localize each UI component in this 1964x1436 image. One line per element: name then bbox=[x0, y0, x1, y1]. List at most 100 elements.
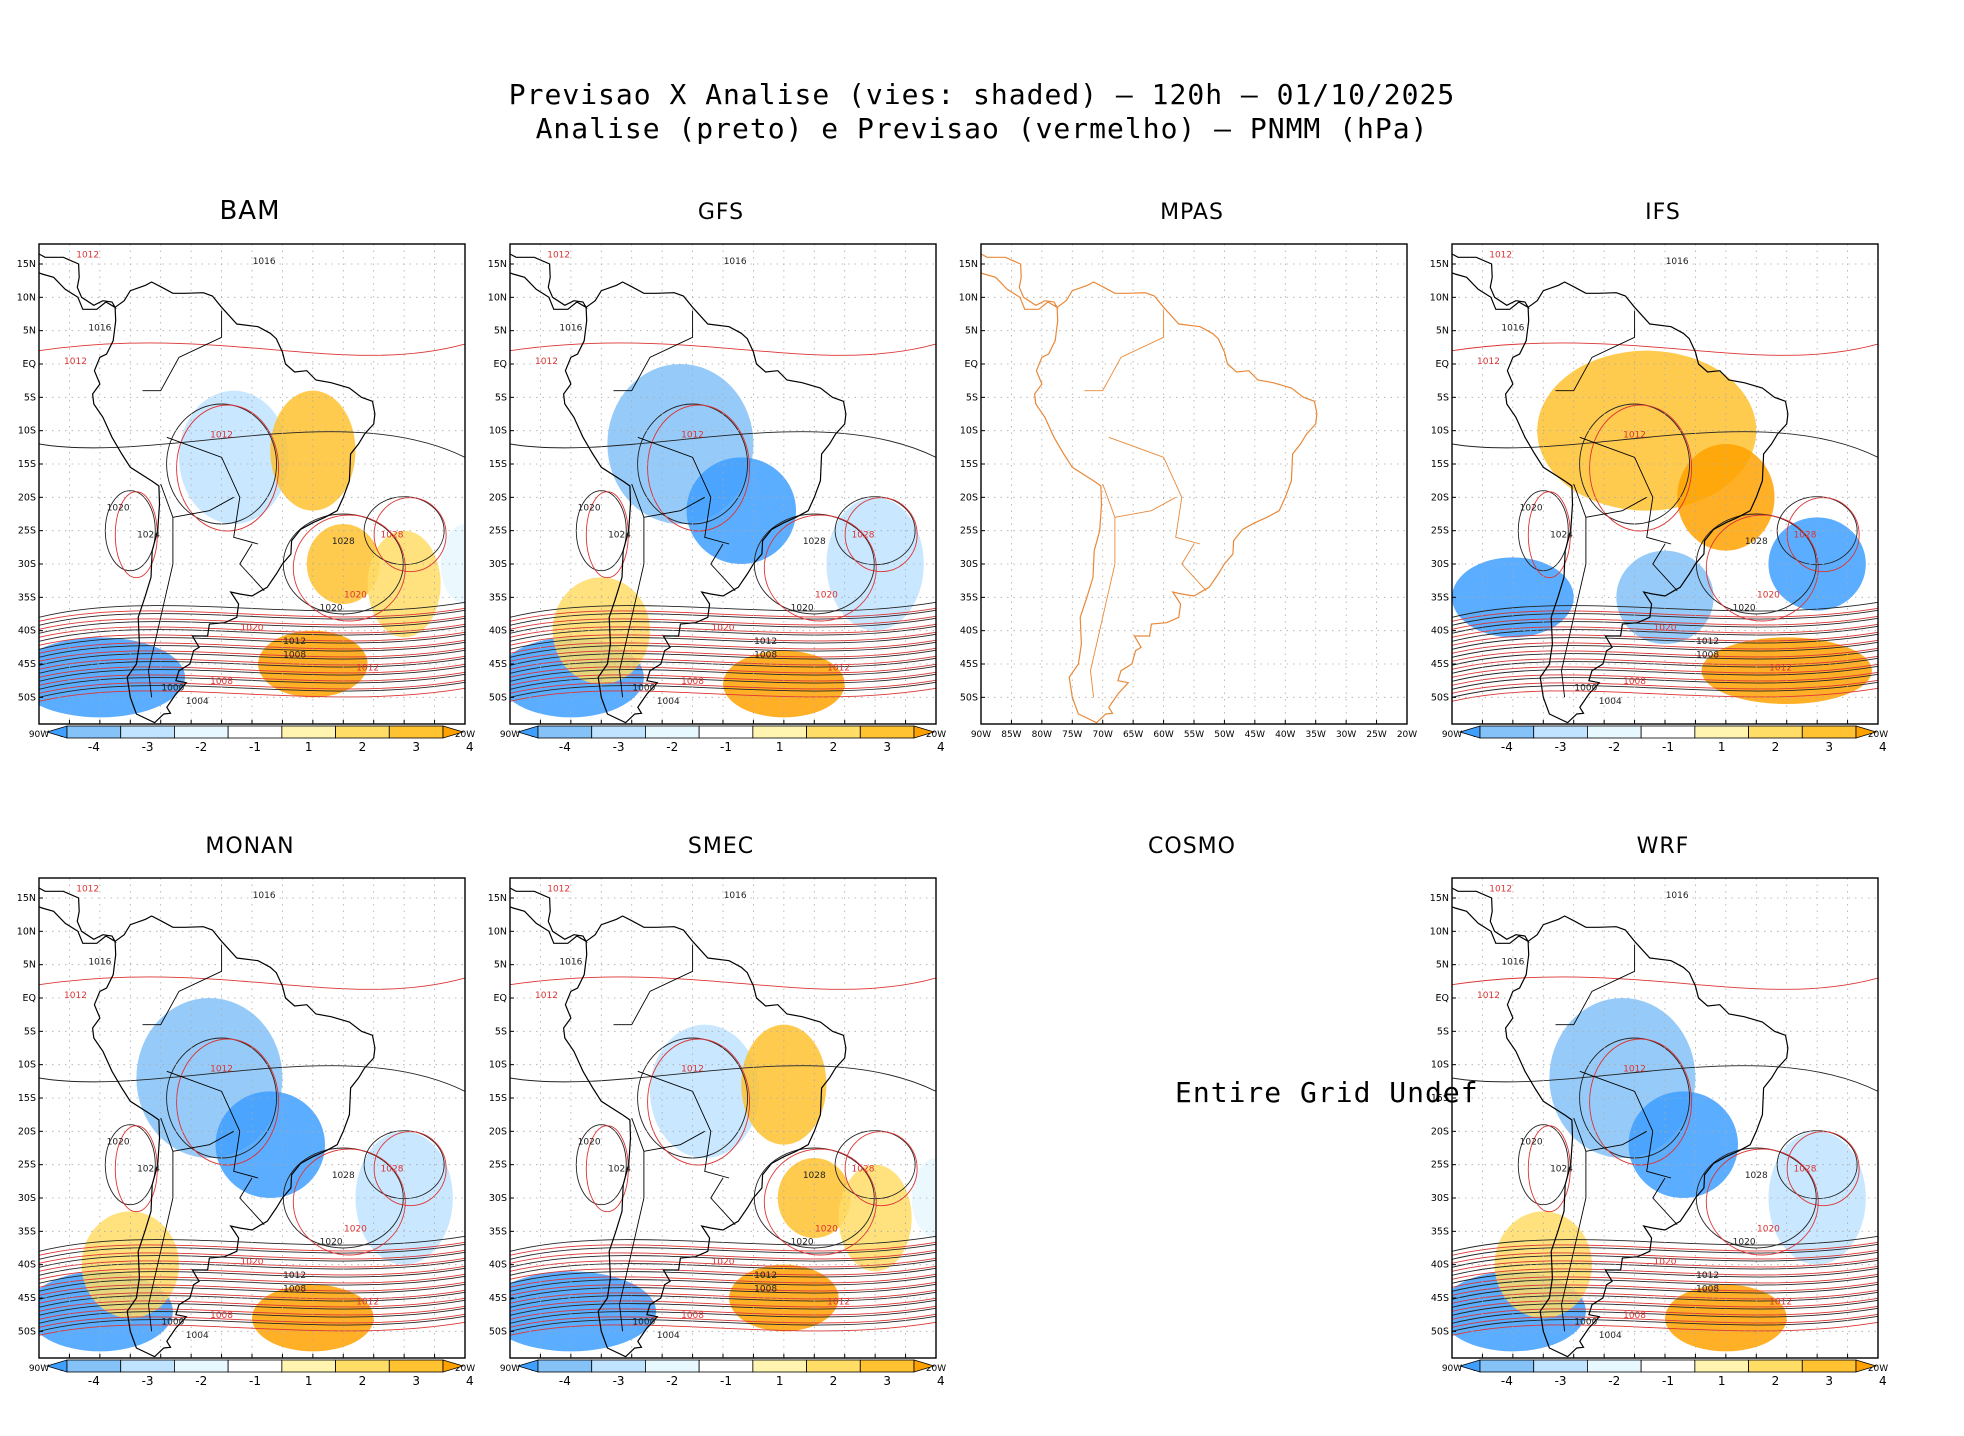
coastline bbox=[1504, 915, 1789, 1358]
forecast-isobar bbox=[510, 1313, 936, 1328]
forecast-isobar bbox=[1452, 615, 1878, 630]
colorbar-label: -2 bbox=[666, 1374, 678, 1388]
bias-shade-1 bbox=[215, 1091, 326, 1198]
country-border bbox=[1561, 1117, 1587, 1332]
analysis-isobar-label: 1020 bbox=[1520, 504, 1543, 514]
forecast-isobar-label: 1020 bbox=[1654, 624, 1677, 634]
country-border bbox=[172, 1130, 234, 1152]
analysis-isobar bbox=[510, 625, 936, 642]
forecast-isobar bbox=[510, 1257, 936, 1272]
lat-tick-label: 5N bbox=[494, 326, 507, 337]
colorbar-swatch bbox=[1748, 725, 1803, 739]
lat-tick-label: 40S bbox=[1431, 626, 1449, 637]
lon-tick-label: 35W bbox=[1306, 730, 1326, 740]
lat-tick-label: 10N bbox=[488, 926, 507, 937]
colorbar-label: 2 bbox=[359, 1374, 367, 1388]
forecast-isobar bbox=[1452, 663, 1878, 678]
analysis-isobar-label: 1000 bbox=[1574, 684, 1597, 694]
forecast-isobar-label: 1012 bbox=[64, 991, 87, 1001]
country-border bbox=[166, 436, 259, 545]
forecast-isobar-label: 1020 bbox=[344, 590, 367, 600]
country-border bbox=[1108, 436, 1201, 545]
colorbar-label: 1 bbox=[1718, 1374, 1726, 1388]
lat-tick-label: 45S bbox=[1431, 659, 1449, 670]
colorbar-label: -3 bbox=[1555, 740, 1567, 754]
colorbar: -4 -3 -2 -1 1 2 3 4 bbox=[516, 1359, 945, 1388]
lat-tick-label: 5N bbox=[23, 960, 36, 971]
forecast-isobar bbox=[1452, 1273, 1878, 1288]
lat-tick-label: 50S bbox=[489, 692, 507, 703]
bias-shade-1 bbox=[1628, 1091, 1739, 1198]
lat-tick-label: 10N bbox=[1430, 926, 1449, 937]
bias-shade-6 bbox=[440, 524, 465, 604]
colorbar-swatch bbox=[335, 1359, 390, 1373]
bias-shade-3 bbox=[1452, 557, 1574, 638]
forecast-isobar bbox=[39, 1313, 465, 1328]
forecast-isobar bbox=[1452, 976, 1878, 990]
colorbar-label: -4 bbox=[559, 1374, 571, 1388]
colorbar-swatch bbox=[1533, 1359, 1588, 1373]
forecast-isobar bbox=[510, 1281, 936, 1296]
lon-tick-label: 80W bbox=[1032, 730, 1052, 740]
panel-title: MPAS bbox=[1160, 200, 1224, 225]
analysis-isobar bbox=[510, 1299, 936, 1316]
forecast-isobar-label: 1012 bbox=[827, 1298, 850, 1308]
country-border bbox=[148, 483, 174, 698]
analysis-isobar bbox=[1452, 1275, 1878, 1292]
colorbar-label: -3 bbox=[613, 740, 625, 754]
lat-tick-label: EQ bbox=[965, 359, 978, 370]
bias-shade-1 bbox=[178, 390, 289, 524]
forecast-isobar bbox=[39, 647, 465, 662]
coastline bbox=[91, 281, 376, 724]
colorbar-label: 2 bbox=[830, 740, 838, 754]
forecast-isobar-label: 1020 bbox=[815, 590, 838, 600]
analysis-isobar-label: 1020 bbox=[1733, 1238, 1756, 1248]
analysis-isobar-label: 1024 bbox=[1550, 530, 1573, 540]
country-border bbox=[643, 1130, 705, 1152]
analysis-isobar-label: 1012 bbox=[1696, 1271, 1719, 1281]
colorbar-swatch bbox=[806, 725, 861, 739]
lat-tick-label: 45S bbox=[18, 659, 36, 670]
lon-tick-label: 20W bbox=[1397, 730, 1417, 740]
forecast-isobar bbox=[1452, 1305, 1878, 1320]
colorbar-label: -1 bbox=[1662, 740, 1674, 754]
analysis-isobar-label: 1016 bbox=[1666, 257, 1689, 267]
forecast-isobar bbox=[510, 639, 936, 654]
analysis-isobar bbox=[39, 1259, 465, 1276]
forecast-isobar bbox=[39, 671, 465, 686]
lat-tick-label: 15S bbox=[489, 459, 507, 470]
analysis-isobar bbox=[1452, 1243, 1878, 1260]
forecast-isobar-label: 1020 bbox=[1757, 1224, 1780, 1234]
colorbar-label: 3 bbox=[883, 740, 891, 754]
analysis-isobar bbox=[510, 673, 936, 690]
panel-ifs: IFS 15N 10N 5N EQ 5S 10S 15S 20S 25S 30S 35S 40S 45S… bbox=[1430, 200, 1888, 760]
country-border bbox=[239, 1177, 265, 1226]
colorbar-label: -2 bbox=[195, 1374, 207, 1388]
panel-title: SMEC bbox=[687, 834, 755, 859]
lat-tick-label: 10S bbox=[960, 426, 978, 437]
lat-tick-label: EQ bbox=[23, 359, 36, 370]
coastline bbox=[39, 253, 117, 310]
analysis-isobar bbox=[1452, 641, 1878, 658]
forecast-isobar-label: 1020 bbox=[815, 1224, 838, 1234]
lat-tick-label: 15S bbox=[18, 459, 36, 470]
colorbar-swatch bbox=[806, 1359, 861, 1373]
lat-tick-label: 35S bbox=[18, 592, 36, 603]
map-content bbox=[510, 244, 936, 724]
analysis-isobar bbox=[510, 641, 936, 658]
lat-tick-label: 15N bbox=[1430, 259, 1449, 270]
analysis-isobar-label: 1012 bbox=[283, 637, 306, 647]
forecast-isobar bbox=[39, 607, 465, 622]
map-bam: 15N 10N 5N EQ 5S 10S 15S 20S 25S 30S 35S 40S 45S 50S 9… bbox=[17, 243, 475, 740]
country-border bbox=[1585, 496, 1647, 518]
colorbar-swatch bbox=[1587, 725, 1642, 739]
forecast-isobar bbox=[510, 679, 936, 694]
lat-tick-label: 10N bbox=[488, 292, 507, 303]
forecast-isobar-label: 1012 bbox=[1623, 430, 1646, 440]
forecast-isobar bbox=[510, 1305, 936, 1320]
analysis-isobar bbox=[1452, 1251, 1878, 1268]
lat-tick-label: 35S bbox=[18, 1226, 36, 1237]
forecast-isobar-label: 1012 bbox=[681, 1064, 704, 1074]
colorbar-swatch bbox=[1801, 1359, 1857, 1373]
lon-tick-label: 20W bbox=[1868, 1364, 1888, 1374]
